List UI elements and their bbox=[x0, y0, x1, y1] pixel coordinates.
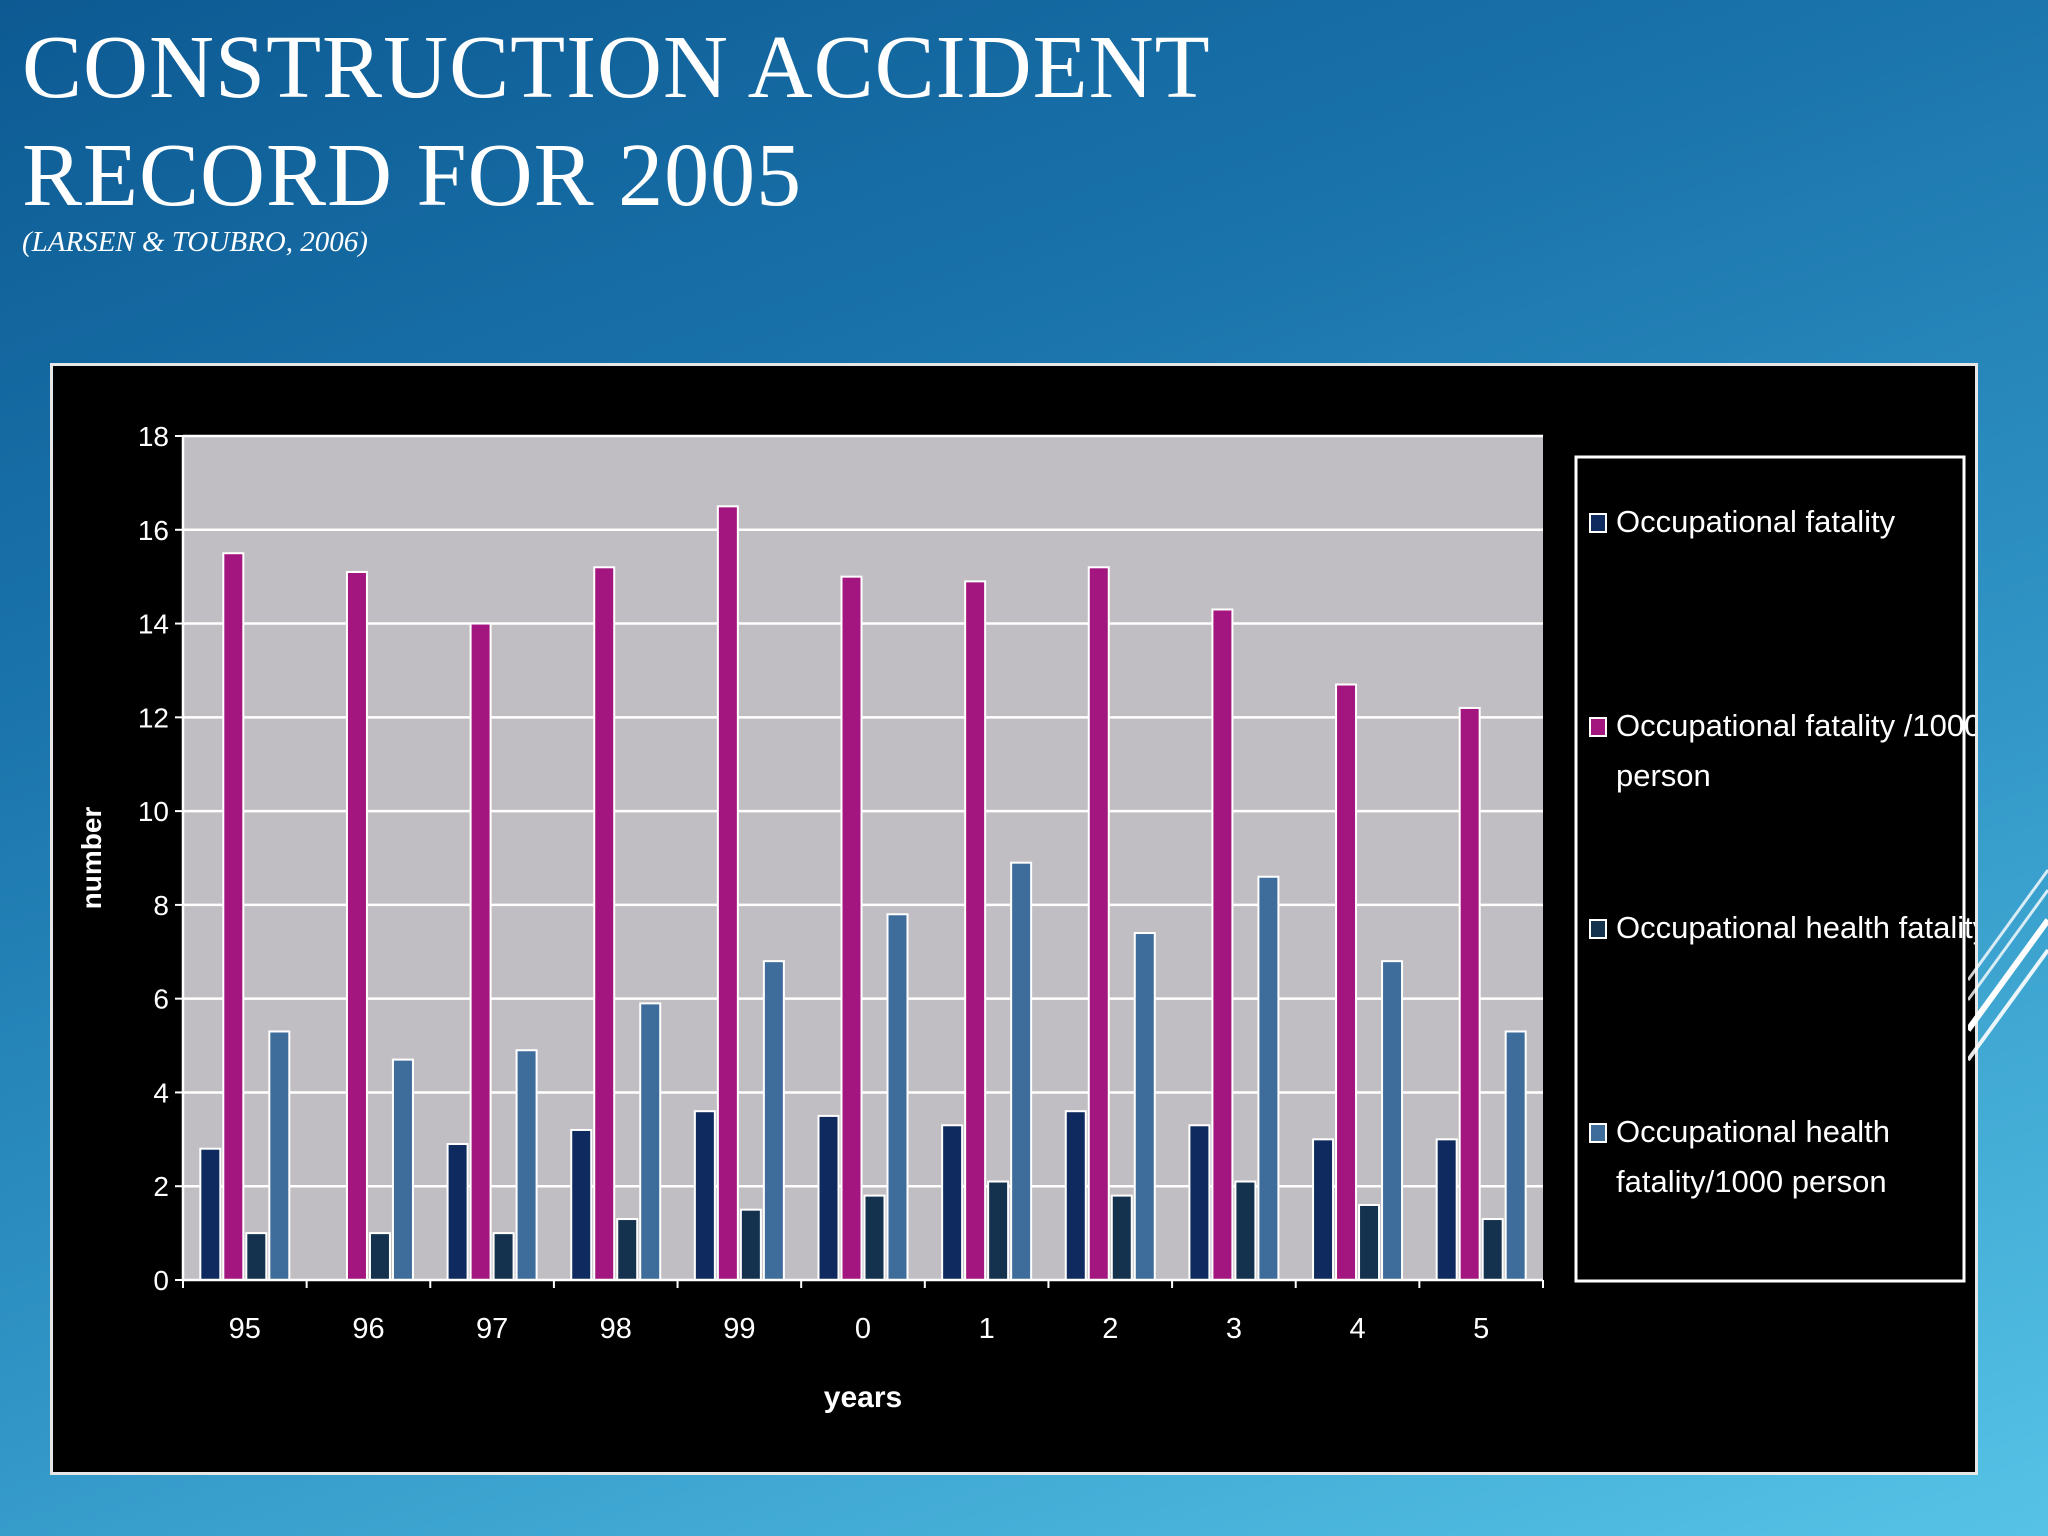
y-tick-label: 8 bbox=[153, 890, 169, 921]
bar-series-3 bbox=[492, 1232, 515, 1281]
bar-series-1 bbox=[446, 1143, 469, 1281]
x-tick-label: 0 bbox=[855, 1313, 871, 1345]
bar-series-4 bbox=[1133, 932, 1156, 1281]
bar-series-4 bbox=[1010, 861, 1033, 1281]
y-tick-label: 2 bbox=[153, 1171, 169, 1202]
y-axis-title: number bbox=[76, 807, 107, 910]
legend-label: Occupational fatality /1000 person bbox=[1616, 708, 1975, 793]
x-tick-label: 97 bbox=[476, 1313, 508, 1345]
x-tick-label: 4 bbox=[1349, 1313, 1365, 1345]
x-axis-title: years bbox=[824, 1381, 902, 1414]
bar-series-4 bbox=[886, 913, 909, 1281]
legend-box bbox=[1574, 455, 1966, 1283]
slide-title-line-1: CONSTRUCTION ACCIDENT bbox=[22, 18, 1211, 117]
slide-subtitle: (LARSEN & TOUBRO, 2006) bbox=[22, 226, 368, 258]
bar-series-1 bbox=[1312, 1138, 1335, 1281]
y-tick-label: 18 bbox=[138, 421, 169, 452]
bar-series-2 bbox=[964, 580, 987, 1282]
bar-series-1 bbox=[693, 1110, 716, 1282]
legend-label: Occupational health fatality/1000 person bbox=[1616, 1114, 1890, 1199]
legend-swatch bbox=[1589, 513, 1607, 533]
legend-swatch bbox=[1589, 1123, 1607, 1143]
legend-swatch bbox=[1589, 919, 1607, 939]
bar-series-4 bbox=[639, 1002, 662, 1281]
legend: Occupational fatality Occupational fatali… bbox=[1589, 504, 1975, 1199]
y-tick-labels: 0 2 4 6 8 10 12 14 16 18 bbox=[138, 421, 169, 1296]
bar-series-1 bbox=[1435, 1138, 1458, 1281]
bar-series-2 bbox=[716, 505, 739, 1282]
y-tick-label: 16 bbox=[138, 515, 169, 546]
bar-series-4 bbox=[515, 1049, 538, 1281]
y-tick-label: 10 bbox=[138, 796, 169, 827]
bar-series-2 bbox=[222, 552, 245, 1281]
bar-series-1 bbox=[570, 1128, 593, 1282]
chart-panel: 0 2 4 6 8 10 12 14 16 18 95 96 97 98 99 0 1 2 3 4 5 number … bbox=[50, 363, 1978, 1475]
bar-series-1 bbox=[1064, 1110, 1087, 1282]
bar-series-1 bbox=[1188, 1124, 1211, 1281]
decorative-stripes bbox=[1968, 869, 2048, 1062]
bar-series-4 bbox=[1257, 875, 1280, 1281]
legend-label: Occupational health fatality bbox=[1616, 910, 1975, 945]
bar-series-2 bbox=[469, 622, 492, 1281]
bar-series-2 bbox=[1211, 608, 1234, 1281]
bar-series-3 bbox=[739, 1208, 762, 1282]
y-tick-label: 12 bbox=[138, 702, 169, 733]
bar-series-2 bbox=[345, 570, 368, 1281]
x-tick-label: 5 bbox=[1473, 1313, 1489, 1345]
y-tick-label: 0 bbox=[153, 1265, 169, 1296]
x-tick-labels: 95 96 97 98 99 0 1 2 3 4 5 bbox=[229, 1313, 1490, 1345]
axes bbox=[175, 435, 1544, 1288]
bar-series-3 bbox=[245, 1232, 268, 1281]
bar-series-1 bbox=[199, 1147, 222, 1282]
x-tick-label: 1 bbox=[979, 1313, 995, 1345]
bar-series-3 bbox=[987, 1180, 1010, 1281]
bar-series-3 bbox=[616, 1218, 639, 1281]
slide-title: CONSTRUCTION ACCIDENT RECORD FOR 2005 bbox=[22, 14, 1211, 230]
bar-series-3 bbox=[1481, 1218, 1504, 1281]
bar-series-2 bbox=[1335, 683, 1358, 1281]
x-tick-label: 98 bbox=[600, 1313, 632, 1345]
bar-series-2 bbox=[840, 575, 863, 1281]
x-tick-label: 99 bbox=[723, 1313, 755, 1345]
bar-series-2 bbox=[593, 566, 616, 1282]
slide-title-line-2: RECORD FOR 2005 bbox=[22, 126, 803, 225]
bar-series-4 bbox=[1381, 960, 1404, 1282]
bar-series-3 bbox=[863, 1194, 886, 1281]
y-tick-label: 6 bbox=[153, 984, 169, 1015]
bar-series-4 bbox=[762, 960, 785, 1282]
bar-series-3 bbox=[1234, 1180, 1257, 1281]
bar-series-3 bbox=[1358, 1203, 1381, 1282]
y-tick-label: 14 bbox=[138, 609, 169, 640]
x-tick-label: 2 bbox=[1102, 1313, 1118, 1345]
legend-swatch bbox=[1589, 717, 1607, 737]
legend-label: Occupational fatality bbox=[1616, 504, 1896, 539]
x-tick-label: 3 bbox=[1226, 1313, 1242, 1345]
bar-series-2 bbox=[1458, 706, 1481, 1281]
bar-series-3 bbox=[1110, 1194, 1133, 1281]
bar-series-4 bbox=[1504, 1030, 1527, 1281]
bar-series-3 bbox=[368, 1232, 391, 1281]
y-tick-label: 4 bbox=[153, 1077, 169, 1108]
bar-series-1 bbox=[941, 1124, 964, 1281]
bar-series-2 bbox=[1087, 566, 1110, 1282]
bar-series-4 bbox=[268, 1030, 291, 1281]
x-tick-label: 96 bbox=[352, 1313, 384, 1345]
bar-series-4 bbox=[391, 1058, 414, 1281]
x-tick-label: 95 bbox=[229, 1313, 261, 1345]
bar-series-1 bbox=[817, 1114, 840, 1282]
